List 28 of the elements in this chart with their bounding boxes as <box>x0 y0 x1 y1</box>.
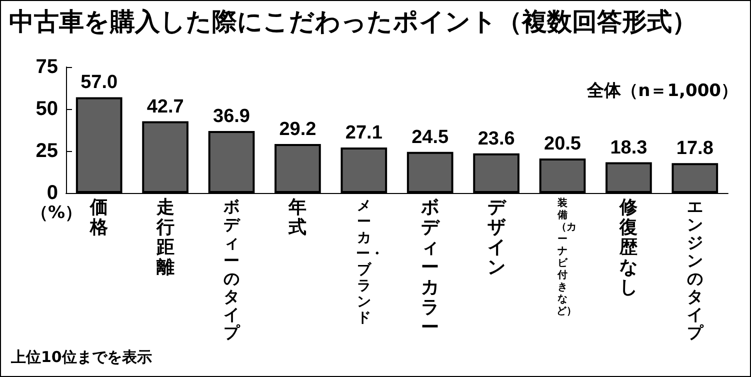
data-label: 17.8 <box>676 138 714 160</box>
data-label: 27.1 <box>345 122 383 144</box>
data-label: 24.5 <box>412 126 450 148</box>
data-label: 18.3 <box>610 137 648 158</box>
x-tick-label: エンジンのタイプ <box>686 197 704 342</box>
annotation: 全体（n＝1,000） <box>587 80 738 102</box>
y-axis-title: （%） <box>31 202 82 224</box>
x-tick-label: メーカー・ブランド <box>356 198 384 326</box>
y-tick-label: 25 <box>36 140 58 162</box>
data-label: 42.7 <box>146 96 184 118</box>
data-label: 29.2 <box>279 118 316 140</box>
data-label: 23.6 <box>478 128 515 150</box>
x-tick-label: 修復歴なし <box>618 197 639 298</box>
y-tick-label: 0 <box>46 182 58 204</box>
x-tick-label: ボディーカラー <box>420 197 440 338</box>
text: 上位10位までを表示 <box>11 348 152 367</box>
x-tick-label: 走行距離 <box>155 197 176 278</box>
x-tick-label: ボディーのタイプ <box>222 197 240 342</box>
data-label: 57.0 <box>80 72 118 94</box>
y-tick-label: 50 <box>36 98 58 120</box>
y-tick-label: 75 <box>36 56 58 78</box>
category-label: 装備（カーナビ付きなど） <box>556 198 576 317</box>
data-label: 20.5 <box>544 134 582 155</box>
data-label: 36.9 <box>213 106 250 128</box>
x-tick-label: 年式 <box>288 197 308 238</box>
x-tick-label: 価格 <box>89 197 110 238</box>
chart-title: 中古車を購入した際にこだわったポイント（複数回答形式） <box>9 6 697 38</box>
x-tick-label: デザイン <box>486 197 506 278</box>
